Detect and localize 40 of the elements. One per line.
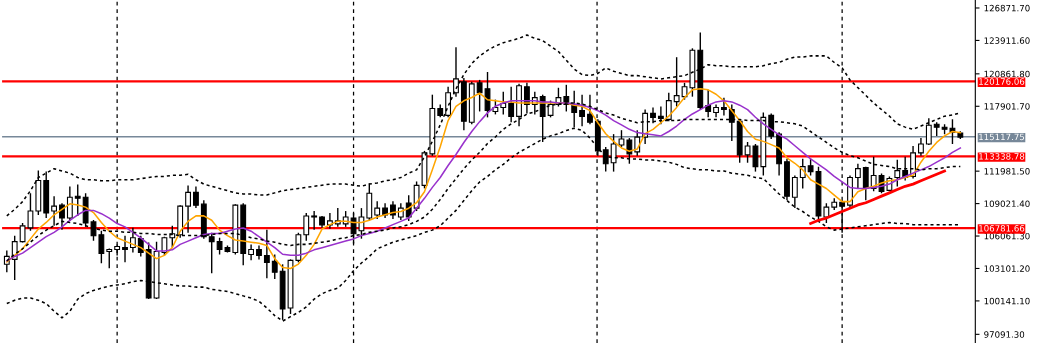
candlestick	[602, 146, 609, 173]
line-series	[809, 169, 946, 225]
candlestick	[59, 202, 65, 231]
candlestick	[66, 185, 73, 222]
candlestick	[626, 137, 633, 165]
candlestick	[476, 79, 483, 113]
y-tick-label: 100141.10	[984, 297, 1030, 305]
y-tick-label: 111981.50	[984, 168, 1030, 175]
candlestick	[925, 117, 932, 146]
candlestick	[854, 163, 861, 190]
y-tick-label: 117901.70	[984, 103, 1030, 110]
y-tick-label: 106061.30	[984, 232, 1030, 240]
candlestick	[453, 46, 459, 98]
ref-line-label: 113338.78	[979, 153, 1025, 160]
candlestick	[768, 112, 775, 140]
candlestick	[791, 174, 798, 209]
ref-line-label: 115117.75	[979, 133, 1025, 141]
candlestick	[193, 185, 199, 209]
y-tick-label: 120861.80	[984, 70, 1030, 78]
ref-line-label: 106781.66	[979, 225, 1025, 232]
ref-line-label: 120176.06	[979, 78, 1025, 85]
candlestick	[74, 183, 81, 217]
y-tick-label: 126871.70	[984, 4, 1030, 12]
y-tick-label: 123911.60	[984, 37, 1030, 44]
candlestick	[51, 195, 58, 227]
candlestick	[894, 159, 901, 188]
candlestick	[862, 165, 869, 201]
y-tick-label: 103101.20	[984, 265, 1030, 272]
candlestick	[445, 86, 452, 119]
candlestick	[705, 89, 712, 119]
candlestick	[311, 210, 318, 231]
y-tick-label: 97091.30	[984, 331, 1025, 338]
candlestick	[610, 133, 617, 173]
candlestick	[673, 56, 680, 108]
candlestick	[271, 253, 278, 280]
candlestick	[326, 212, 333, 230]
y-tick-label: 109021.40	[984, 200, 1030, 207]
candlestick	[185, 184, 191, 234]
candlestick	[122, 235, 128, 264]
candlestick	[303, 212, 310, 242]
